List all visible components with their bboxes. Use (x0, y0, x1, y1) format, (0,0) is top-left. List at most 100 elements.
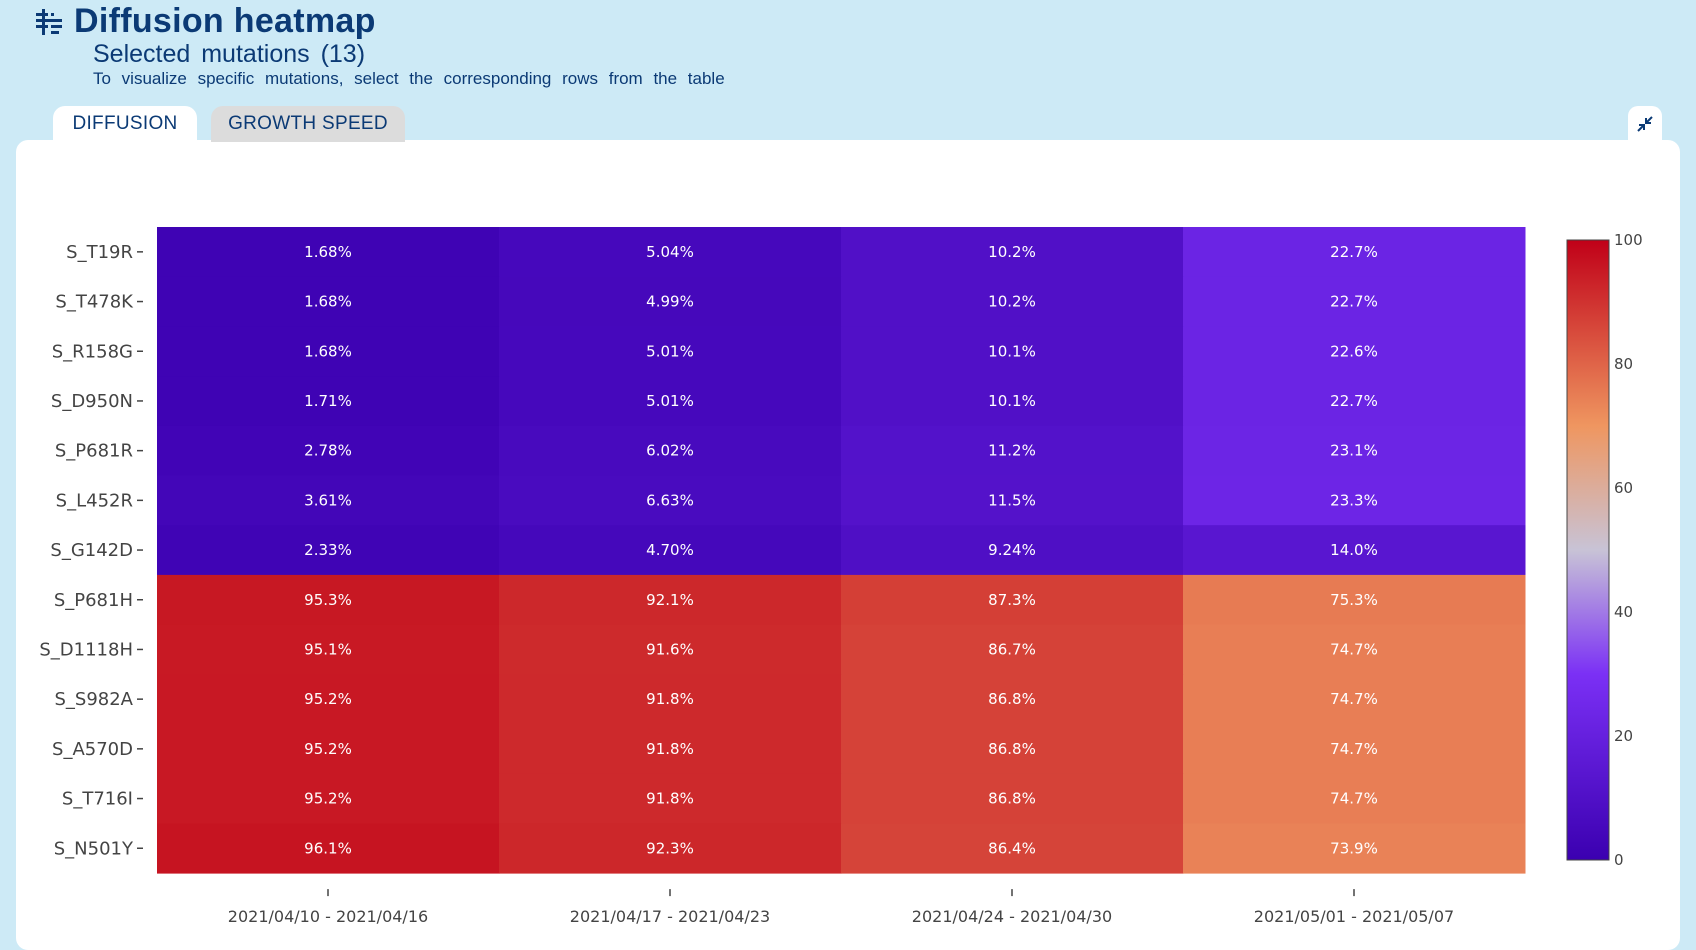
page-title: Diffusion heatmap (74, 2, 376, 40)
collapse-button[interactable] (1628, 106, 1662, 142)
heatmap-cell[interactable] (1183, 773, 1526, 824)
heatmap-cell[interactable] (157, 376, 500, 427)
heatmap-cell[interactable] (1183, 574, 1526, 626)
heatmap-cell[interactable] (841, 425, 1184, 476)
heatmap-cell[interactable] (157, 227, 500, 278)
heatmap-cell[interactable] (157, 823, 500, 874)
heatmap-cell[interactable] (841, 624, 1184, 675)
colorbar-tick-label: 0 (1614, 851, 1624, 869)
heatmap-cell[interactable] (499, 326, 842, 377)
heatmap-cell[interactable] (841, 326, 1184, 377)
heatmap-cell[interactable] (499, 475, 842, 526)
heatmap-cell[interactable] (157, 574, 500, 626)
column-tick-label: 2021/04/17 - 2021/04/23 (570, 907, 770, 926)
row-tick-label: S_N501Y (54, 838, 134, 859)
heatmap-cell[interactable] (841, 227, 1184, 278)
cell-value-label: 95.2% (304, 790, 352, 808)
heatmap-cell[interactable] (499, 674, 842, 725)
cell-value-label: 86.4% (988, 839, 1036, 857)
heatmap-cell[interactable] (841, 525, 1184, 576)
heatmap-cell[interactable] (157, 425, 500, 476)
collapse-arrows-icon (1637, 116, 1653, 132)
heatmap-cell[interactable] (1183, 326, 1526, 377)
tab-growth-speed[interactable]: GROWTH SPEED (211, 106, 405, 142)
cell-value-label: 91.8% (646, 790, 694, 808)
cell-value-label: 75.3% (1330, 591, 1378, 609)
heatmap-cell[interactable] (841, 276, 1184, 327)
heatmap-cell[interactable] (1183, 823, 1526, 874)
cell-value-label: 3.61% (304, 491, 352, 509)
header: Diffusion heatmap (34, 2, 376, 41)
cell-value-label: 10.2% (988, 243, 1036, 261)
heatmap-cell[interactable] (841, 674, 1184, 725)
heatmap-cell[interactable] (157, 276, 500, 327)
heatmap-cell[interactable] (499, 574, 842, 626)
heatmap-cell[interactable] (1183, 624, 1526, 675)
heatmap-cell[interactable] (499, 227, 842, 278)
heatmap-cell[interactable] (1183, 525, 1526, 576)
tab-diffusion[interactable]: DIFFUSION (53, 106, 197, 142)
row-tick-label: S_D950N (51, 391, 133, 412)
heatmap-cell[interactable] (157, 624, 500, 675)
heatmap-cell[interactable] (841, 724, 1184, 775)
cell-value-label: 86.8% (988, 740, 1036, 758)
heatmap-cell[interactable] (157, 674, 500, 725)
heatmap-cell[interactable] (499, 276, 842, 327)
row-tick-label: S_L452R (56, 490, 133, 511)
column-tick-label: 2021/05/01 - 2021/05/07 (1254, 907, 1454, 926)
heatmap-cell[interactable] (499, 425, 842, 476)
heatmap-cell[interactable] (1183, 724, 1526, 775)
cell-value-label: 6.63% (646, 491, 694, 509)
heatmap-cell[interactable] (157, 773, 500, 824)
cell-value-label: 10.1% (988, 392, 1036, 410)
heatmap-cell[interactable] (499, 525, 842, 576)
colorbar-tick-label: 40 (1614, 603, 1633, 621)
cell-value-label: 23.1% (1330, 442, 1378, 460)
heatmap-cell[interactable] (1183, 376, 1526, 427)
row-tick-label: S_T478K (55, 292, 134, 313)
heatmap-cell[interactable] (841, 574, 1184, 626)
cell-value-label: 22.7% (1330, 293, 1378, 311)
heatmap-cell[interactable] (157, 475, 500, 526)
cell-value-label: 74.7% (1330, 690, 1378, 708)
filter-list-icon (36, 8, 62, 35)
cell-value-label: 73.9% (1330, 839, 1378, 857)
cell-value-label: 4.99% (646, 293, 694, 311)
cell-value-label: 4.70% (646, 541, 694, 559)
heatmap-cell[interactable] (499, 376, 842, 427)
cell-value-label: 74.7% (1330, 740, 1378, 758)
heatmap-cell[interactable] (841, 823, 1184, 874)
cell-value-label: 5.04% (646, 243, 694, 261)
cell-value-label: 2.78% (304, 442, 352, 460)
cell-value-label: 22.6% (1330, 342, 1378, 360)
heatmap-cell[interactable] (157, 724, 500, 775)
column-tick-label: 2021/04/10 - 2021/04/16 (228, 907, 428, 926)
column-tick-label: 2021/04/24 - 2021/04/30 (912, 907, 1112, 926)
cell-value-label: 10.1% (988, 342, 1036, 360)
row-tick-label: S_P681R (55, 441, 133, 462)
heatmap-cell[interactable] (1183, 276, 1526, 327)
heatmap-cell[interactable] (499, 773, 842, 824)
cell-value-label: 2.33% (304, 541, 352, 559)
cell-value-label: 5.01% (646, 392, 694, 410)
colorbar-tick-label: 20 (1614, 727, 1633, 745)
heatmap-cell[interactable] (157, 326, 500, 377)
row-tick-label: S_T716I (62, 789, 133, 810)
heatmap-cell[interactable] (1183, 475, 1526, 526)
cell-value-label: 95.3% (304, 591, 352, 609)
heatmap-cell[interactable] (157, 525, 500, 576)
heatmap-cell[interactable] (499, 724, 842, 775)
heatmap-cell[interactable] (841, 773, 1184, 824)
cell-value-label: 6.02% (646, 442, 694, 460)
colorbar-tick-label: 100 (1614, 231, 1643, 249)
cell-value-label: 22.7% (1330, 392, 1378, 410)
heatmap-cell[interactable] (841, 376, 1184, 427)
cell-value-label: 14.0% (1330, 541, 1378, 559)
heatmap-cell[interactable] (1183, 425, 1526, 476)
heatmap-cell[interactable] (499, 823, 842, 874)
cell-value-label: 1.71% (304, 392, 352, 410)
heatmap-cell[interactable] (1183, 227, 1526, 278)
heatmap-cell[interactable] (841, 475, 1184, 526)
heatmap-cell[interactable] (1183, 674, 1526, 725)
heatmap-cell[interactable] (499, 624, 842, 675)
